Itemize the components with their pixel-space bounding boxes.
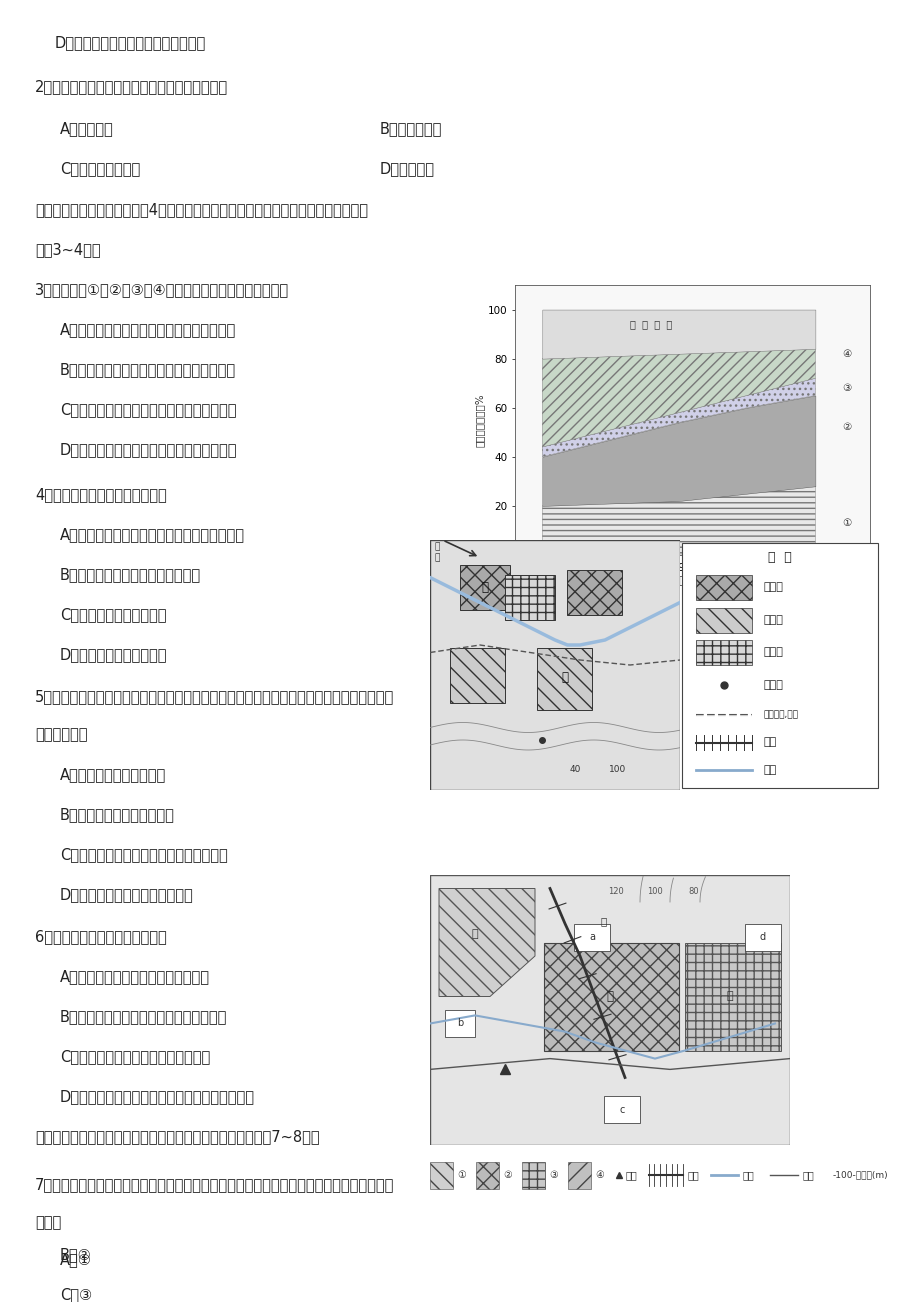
Text: 商业区: 商业区 bbox=[763, 582, 783, 592]
Text: B．收入差异为住宅区分化的主要原因之一: B．收入差异为住宅区分化的主要原因之一 bbox=[60, 1009, 227, 1023]
Text: 6．关于城市住宅区叙述正确的是: 6．关于城市住宅区叙述正确的是 bbox=[35, 930, 166, 944]
Text: ③: ③ bbox=[549, 1170, 558, 1180]
Bar bbox=[604, 1096, 640, 1124]
Text: B．乙区远离市中心，房价低: B．乙区远离市中心，房价低 bbox=[60, 807, 175, 822]
Bar bbox=[744, 923, 780, 950]
Text: D．高级住宅区一般分布在地价较高的市中心附近: D．高级住宅区一般分布在地价较高的市中心附近 bbox=[60, 1088, 255, 1104]
Bar bbox=[537, 647, 592, 710]
Text: 100: 100 bbox=[608, 766, 626, 775]
Text: 风
向: 风 向 bbox=[435, 543, 439, 562]
Text: 120: 120 bbox=[607, 887, 623, 896]
Bar bbox=[429, 1161, 452, 1189]
Bar bbox=[521, 1161, 544, 1189]
Text: 河流: 河流 bbox=[763, 766, 777, 775]
Text: A．住宅区所占城市面积仅次于工业区: A．住宅区所占城市面积仅次于工业区 bbox=[60, 969, 210, 984]
Text: 完成3~4题。: 完成3~4题。 bbox=[35, 242, 100, 256]
Text: ②: ② bbox=[503, 1170, 512, 1180]
Text: 区域是: 区域是 bbox=[35, 1215, 62, 1230]
Text: a: a bbox=[588, 932, 595, 943]
Text: 铁路: 铁路 bbox=[763, 737, 777, 747]
Text: 铁矿: 铁矿 bbox=[625, 1170, 637, 1180]
Text: B．加强各功能区之间的分工与联系: B．加强各功能区之间的分工与联系 bbox=[60, 566, 201, 582]
Text: 风景区: 风景区 bbox=[763, 680, 783, 690]
Bar bbox=[573, 923, 609, 950]
Text: D．交通不便: D．交通不便 bbox=[380, 161, 435, 176]
Bar bbox=[567, 570, 622, 615]
Text: ①: ① bbox=[457, 1170, 466, 1180]
Text: ④: ④ bbox=[842, 349, 851, 359]
Text: B．山区多灾害: B．山区多灾害 bbox=[380, 121, 442, 135]
Text: D．完全摆脱环境污染问题: D．完全摆脱环境污染问题 bbox=[60, 647, 167, 661]
Y-axis label: 占土地面积比例%: 占土地面积比例% bbox=[474, 393, 484, 447]
Text: -100-等高线(m): -100-等高线(m) bbox=[832, 1170, 887, 1180]
Text: C．甲区邻近商业区，居民购物比乙区方便: C．甲区邻近商业区，居民购物比乙区方便 bbox=[60, 848, 228, 862]
Text: 7．若该城市主要功能区包括住宅区、工业区、商业区和文化区，则商业区应该是数码对应的: 7．若该城市主要功能区包括住宅区、工业区、商业区和文化区，则商业区应该是数码对应… bbox=[35, 1177, 394, 1193]
Text: 丙: 丙 bbox=[606, 990, 613, 1003]
Text: 甲: 甲 bbox=[471, 930, 478, 940]
Text: 40: 40 bbox=[569, 766, 580, 775]
Bar bbox=[449, 647, 505, 703]
Text: 丁: 丁 bbox=[600, 915, 607, 926]
Text: ②: ② bbox=[842, 422, 851, 432]
Text: A．离城市远: A．离城市远 bbox=[60, 121, 114, 135]
Polygon shape bbox=[438, 888, 535, 996]
Text: 下图为某特大城市距离市中心4千米范围内城市各功能区占土地面积比例变化示意图，: 下图为某特大城市距离市中心4千米范围内城市各功能区占土地面积比例变化示意图， bbox=[35, 202, 368, 217]
Text: 河流: 河流 bbox=[742, 1170, 754, 1180]
Text: 80: 80 bbox=[688, 887, 698, 896]
Text: A．使城市每一寸土地都能产生最大的经济效益: A．使城市每一寸土地都能产生最大的经济效益 bbox=[60, 527, 244, 542]
Text: 图  例: 图 例 bbox=[767, 551, 791, 564]
Bar bbox=[696, 641, 751, 665]
Text: b: b bbox=[457, 1018, 462, 1029]
Text: C．③: C．③ bbox=[60, 1286, 92, 1302]
Text: C．商业区、住宅区、工业区、行政及绿化区: C．商业区、住宅区、工业区、行政及绿化区 bbox=[60, 402, 236, 417]
Bar bbox=[685, 943, 780, 1051]
Text: 4．科学地规划城市建设，有利于: 4．科学地规划城市建设，有利于 bbox=[35, 487, 166, 503]
Bar bbox=[445, 1010, 474, 1036]
Text: 2．图中戊地拟建大型疗养中心，其不利的条件是: 2．图中戊地拟建大型疗养中心，其不利的条件是 bbox=[35, 79, 228, 94]
Bar bbox=[475, 1161, 498, 1189]
Text: 内: 内 bbox=[726, 992, 732, 1001]
Bar bbox=[696, 575, 751, 600]
Text: D．乙区居民的收入一般高于甲区: D．乙区居民的收入一般高于甲区 bbox=[60, 887, 194, 902]
Text: A．①: A．① bbox=[60, 1253, 92, 1267]
Text: ①: ① bbox=[842, 518, 851, 529]
Text: 公路: 公路 bbox=[801, 1170, 813, 1180]
Text: C．近湖泊，湿度大: C．近湖泊，湿度大 bbox=[60, 161, 140, 176]
Text: 3．关于图中①、②、③、④表示的功能区的表述，正确的是: 3．关于图中①、②、③、④表示的功能区的表述，正确的是 bbox=[35, 283, 289, 297]
Text: ④: ④ bbox=[595, 1170, 604, 1180]
Text: 绕城公路,桥梁: 绕城公路,桥梁 bbox=[763, 711, 798, 720]
Bar bbox=[567, 1161, 590, 1189]
Bar bbox=[696, 608, 751, 633]
Text: 工业区: 工业区 bbox=[763, 647, 783, 658]
Bar bbox=[543, 943, 678, 1051]
Text: 述，正确的是: 述，正确的是 bbox=[35, 727, 87, 742]
Text: ③: ③ bbox=[842, 383, 851, 393]
Text: B．商业区、工业区、住宅区、行政及绿化区: B．商业区、工业区、住宅区、行政及绿化区 bbox=[60, 362, 236, 378]
Text: 甲: 甲 bbox=[481, 581, 488, 594]
Text: 住宅区: 住宅区 bbox=[763, 615, 783, 625]
Text: 其  它  用  地: 其 它 用 地 bbox=[630, 319, 672, 329]
X-axis label: 时间(年): 时间(年) bbox=[677, 575, 706, 586]
Bar bbox=[505, 575, 554, 620]
Text: A．住宅区、工业区、行政及绿化区、商业区: A．住宅区、工业区、行政及绿化区、商业区 bbox=[60, 322, 236, 337]
Text: d: d bbox=[759, 932, 766, 943]
Text: B．②: B．② bbox=[60, 1247, 92, 1262]
Text: c: c bbox=[618, 1105, 624, 1115]
Text: 铁路: 铁路 bbox=[686, 1170, 698, 1180]
Text: C．住宅区趋向于沿主要交通干线分布: C．住宅区趋向于沿主要交通干线分布 bbox=[60, 1049, 210, 1064]
Text: D．高级住宅区、商业区、仓储批发区: D．高级住宅区、商业区、仓储批发区 bbox=[55, 35, 206, 49]
Text: 乙: 乙 bbox=[561, 671, 568, 684]
Text: 100: 100 bbox=[646, 887, 663, 896]
Text: A．甲区交通便利，房价高: A．甲区交通便利，房价高 bbox=[60, 767, 166, 783]
Text: D．住宅区、商业区、工业区、行政及绿化区: D．住宅区、商业区、工业区、行政及绿化区 bbox=[60, 441, 237, 457]
Bar bbox=[460, 565, 509, 611]
Text: 5．下图为某城市功能分区简图，该市甲、乙住宅区出现了明显分化，有关甲、乙住宅区的叙: 5．下图为某城市功能分区简图，该市甲、乙住宅区出现了明显分化，有关甲、乙住宅区的… bbox=[35, 689, 394, 704]
Text: C．重点建设某一种功能区: C．重点建设某一种功能区 bbox=[60, 607, 166, 622]
Text: 下图为某城市规划简图，该城市常年盛行东北风。读图，回答7~8题。: 下图为某城市规划简图，该城市常年盛行东北风。读图，回答7~8题。 bbox=[35, 1129, 319, 1144]
